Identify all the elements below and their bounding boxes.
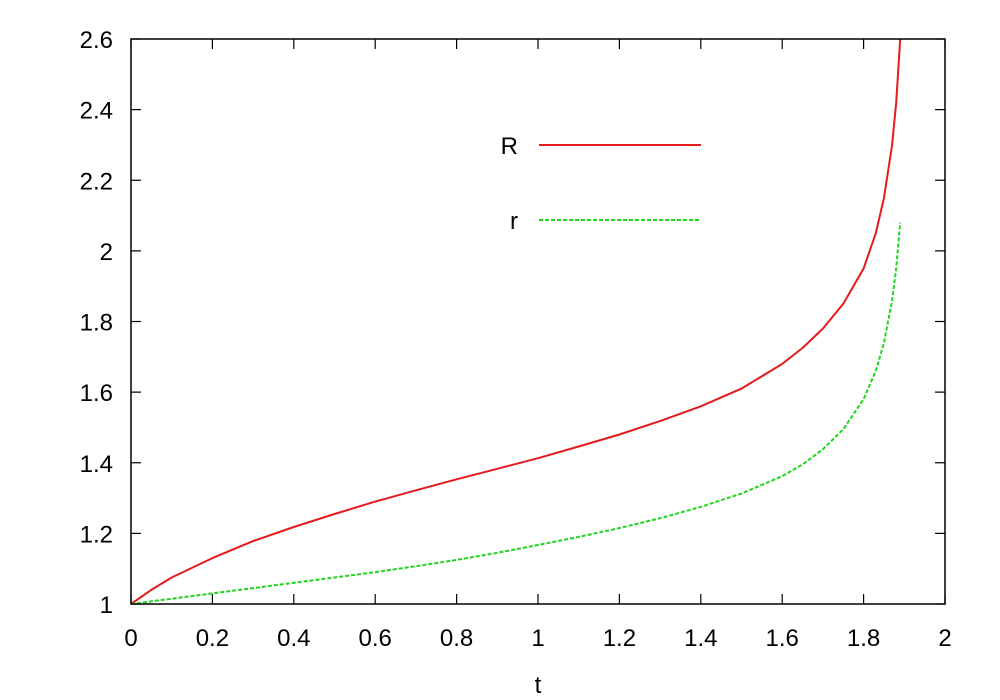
x-tick-label: 1.6 bbox=[766, 625, 799, 652]
y-tick-label: 1.4 bbox=[80, 451, 113, 478]
y-tick-label: 2 bbox=[100, 239, 113, 266]
y-tick-label: 1 bbox=[100, 592, 113, 619]
plot-frame bbox=[130, 38, 946, 605]
x-tick-label: 1.2 bbox=[603, 625, 636, 652]
legend: Rr bbox=[501, 133, 701, 235]
x-tick-label: 0.6 bbox=[359, 625, 392, 652]
series-line-R bbox=[130, 38, 902, 605]
y-tick-label: 1.6 bbox=[80, 380, 113, 407]
series-line-r bbox=[130, 222, 902, 605]
x-tick-label: 1 bbox=[531, 625, 544, 652]
y-tick-label: 2.2 bbox=[80, 168, 113, 195]
y-tick-label: 1.8 bbox=[80, 310, 113, 337]
axis-ticks bbox=[130, 38, 946, 605]
x-tick-label: 1.8 bbox=[847, 625, 880, 652]
y-tick-label: 1.2 bbox=[80, 521, 113, 548]
x-axis-label: t bbox=[535, 672, 542, 699]
x-tick-label: 1.4 bbox=[684, 625, 717, 652]
axis-tick-labels: 0 0.2 0.4 0.6 0.8 1 1.2 1.4 1.6 1.8 2 1 1.2 1.4 1.6 1.8… bbox=[80, 27, 952, 652]
x-tick-label: 0 bbox=[124, 625, 137, 652]
legend-label-r: r bbox=[510, 208, 518, 235]
x-tick-label: 0.8 bbox=[440, 625, 473, 652]
y-tick-label: 2.6 bbox=[80, 27, 113, 54]
x-tick-label: 2 bbox=[938, 625, 951, 652]
x-tick-label: 0.2 bbox=[196, 625, 229, 652]
x-tick-label: 0.4 bbox=[277, 625, 310, 652]
legend-label-R: R bbox=[501, 133, 518, 160]
y-tick-label: 2.4 bbox=[80, 98, 113, 125]
series-lines bbox=[130, 38, 902, 605]
